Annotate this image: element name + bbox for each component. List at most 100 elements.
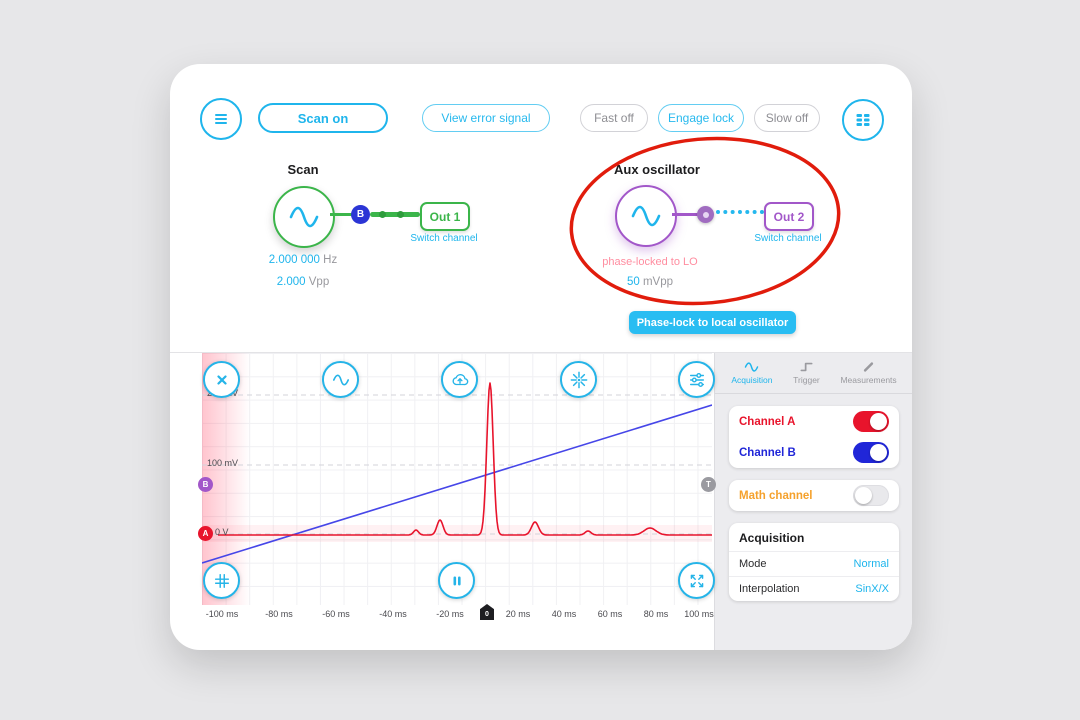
scope-display[interactable]: 200 mV 100 mV 0 V B A T xyxy=(198,353,716,605)
scan-output-line xyxy=(370,212,420,217)
channel-b-row: Channel B xyxy=(729,437,899,468)
channel-b-trace xyxy=(202,404,712,564)
scan-frequency[interactable]: 2.000 000 Hz xyxy=(223,254,383,266)
engage-lock-button[interactable]: Engage lock xyxy=(658,104,744,132)
tab-label: Acquisition xyxy=(731,375,773,385)
scan-amplitude[interactable]: 2.000 Vpp xyxy=(223,276,383,288)
aux-oscillator-button[interactable] xyxy=(615,185,677,247)
chain-dot xyxy=(397,211,404,218)
math-channel-card: Math channel xyxy=(729,480,899,511)
y-axis-label: 0 V xyxy=(215,527,229,537)
scan-switch-channel-link[interactable]: Switch channel xyxy=(410,233,478,244)
sliders-icon xyxy=(688,371,706,389)
aux-amplitude[interactable]: 50 mVpp xyxy=(570,276,730,288)
laser-control-button[interactable] xyxy=(560,361,597,398)
sidebar-tabbar: Acquisition Trigger Measurements xyxy=(715,353,912,394)
channel-b-toggle[interactable] xyxy=(853,442,889,463)
tab-label: Trigger xyxy=(793,375,820,385)
channel-a-trace xyxy=(218,382,712,536)
y-axis-label: 100 mV xyxy=(207,458,239,468)
scan-connector-line xyxy=(330,213,353,216)
sine-wave-icon xyxy=(629,203,663,229)
tile-grid-icon xyxy=(854,111,872,129)
channel-a-marker[interactable]: A xyxy=(198,526,213,541)
app-window: Scan on View error signal Fast off Engag… xyxy=(170,64,912,650)
out2-badge[interactable]: Out 2 xyxy=(764,202,814,231)
frequency-unit: Hz xyxy=(323,254,338,266)
mode-row: Mode Normal xyxy=(729,551,899,576)
slow-lock-button[interactable]: Slow off xyxy=(754,104,820,132)
amplitude-unit: Vpp xyxy=(308,276,330,288)
chain-dot xyxy=(379,211,386,218)
acquisition-panel-title: Acquisition xyxy=(739,531,805,545)
x-axis-label: -60 ms xyxy=(322,609,350,619)
sine-wave-icon xyxy=(287,204,321,230)
trigger-level-marker[interactable]: T xyxy=(701,477,716,492)
instruments-button[interactable] xyxy=(842,99,884,141)
grid-icon xyxy=(213,572,231,590)
x-axis: -100 ms -80 ms -60 ms -40 ms -20 ms 20 m… xyxy=(202,609,714,623)
scan-oscillator-button[interactable] xyxy=(273,186,335,248)
sine-wave-icon xyxy=(332,372,350,388)
x-axis-label: 20 ms xyxy=(505,609,531,619)
channel-a-row: Channel A xyxy=(729,406,899,437)
step-edge-icon xyxy=(799,361,814,373)
out1-badge[interactable]: Out 1 xyxy=(420,202,470,231)
fullscreen-button[interactable] xyxy=(678,562,715,599)
phase-lock-button[interactable]: Phase-lock to local oscillator xyxy=(629,311,796,334)
aux-routing-knob[interactable] xyxy=(697,206,714,223)
aux-output-dotted-line xyxy=(716,210,764,214)
menu-button[interactable] xyxy=(200,98,242,140)
pause-button[interactable] xyxy=(438,562,475,599)
cloud-upload-icon xyxy=(450,371,470,388)
scan-toggle-button[interactable]: Scan on xyxy=(258,103,388,133)
acquisition-card: Acquisition Mode Normal Interpolation Si… xyxy=(729,523,899,601)
pause-icon xyxy=(450,574,464,588)
x-axis-label: -40 ms xyxy=(379,609,407,619)
view-error-signal-button[interactable]: View error signal xyxy=(422,104,550,132)
x-axis-label: 40 ms xyxy=(551,609,577,619)
math-channel-toggle[interactable] xyxy=(853,485,889,506)
upload-export-button[interactable] xyxy=(441,361,478,398)
hamburger-icon xyxy=(212,110,230,128)
ruler-icon xyxy=(862,361,875,373)
tab-trigger[interactable]: Trigger xyxy=(793,361,820,385)
interpolation-value[interactable]: SinX/X xyxy=(855,583,889,595)
close-icon xyxy=(214,372,230,388)
amplitude-value[interactable]: 50 xyxy=(626,276,640,288)
tab-measurements[interactable]: Measurements xyxy=(840,361,897,385)
mode-value[interactable]: Normal xyxy=(853,558,889,570)
grid-toggle-button[interactable] xyxy=(203,562,240,599)
x-axis-label: 60 ms xyxy=(597,609,623,619)
frequency-value[interactable]: 2.000 000 xyxy=(268,254,320,266)
interpolation-row: Interpolation SinX/X xyxy=(729,576,899,601)
x-axis-label: 100 ms xyxy=(684,609,714,619)
channel-b-marker[interactable]: B xyxy=(198,477,213,492)
aux-connector-line xyxy=(672,213,698,216)
x-axis-label: -100 ms xyxy=(205,609,239,619)
amplitude-value[interactable]: 2.000 xyxy=(276,276,306,288)
close-scope-button[interactable] xyxy=(203,361,240,398)
fast-lock-button[interactable]: Fast off xyxy=(580,104,648,132)
interpolation-label: Interpolation xyxy=(739,583,800,595)
amplitude-unit: mVpp xyxy=(642,276,674,288)
x-axis-label: -20 ms xyxy=(436,609,464,619)
section-divider xyxy=(170,352,912,353)
trigger-time-marker[interactable]: 0 xyxy=(480,604,494,620)
aux-section-title: Aux oscillator xyxy=(614,162,700,177)
mode-label: Mode xyxy=(739,558,767,570)
display-settings-button[interactable] xyxy=(678,361,715,398)
scan-section-title: Scan xyxy=(287,162,319,177)
channel-a-toggle[interactable] xyxy=(853,411,889,432)
channel-b-node[interactable]: B xyxy=(351,205,370,224)
x-axis-label: 80 ms xyxy=(643,609,669,619)
math-channel-label: Math channel xyxy=(739,489,813,502)
aux-switch-channel-link[interactable]: Switch channel xyxy=(754,233,822,244)
waveform-source-button[interactable] xyxy=(322,361,359,398)
baseline-highlight xyxy=(202,525,712,542)
tab-acquisition[interactable]: Acquisition xyxy=(731,361,772,385)
tab-label: Measurements xyxy=(840,375,897,385)
channels-card: Channel A Channel B xyxy=(729,406,899,468)
channel-a-label: Channel A xyxy=(739,415,796,428)
